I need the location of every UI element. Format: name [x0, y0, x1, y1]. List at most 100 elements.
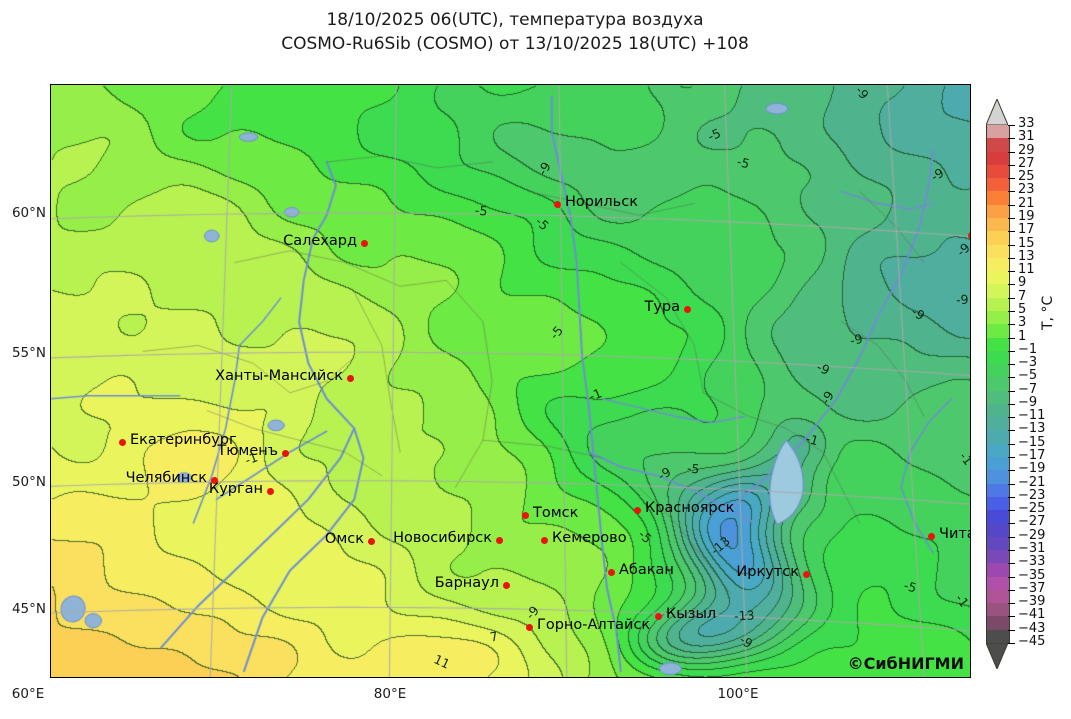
colorbar-segment [987, 164, 1009, 179]
colorbar-segment [987, 257, 1009, 272]
lat-tick-label: 60°N [11, 205, 46, 221]
colorbar-tick [1008, 417, 1015, 419]
colorbar-segment [987, 496, 1009, 511]
colorbar-tick [1008, 536, 1015, 538]
colorbar-tick [1008, 364, 1015, 366]
colorbar-segment [987, 576, 1009, 590]
colorbar-segment [987, 204, 1009, 218]
city-dot-icon [540, 536, 548, 544]
colorbar-tick [1008, 217, 1015, 219]
colorbar-segment [987, 217, 1009, 232]
colorbar-tick-label: 19 [1018, 208, 1035, 224]
colorbar-segment [987, 125, 1009, 139]
colorbar-tick [1008, 576, 1015, 578]
colorbar-tick [1008, 563, 1015, 565]
city-dot-icon [118, 438, 126, 446]
colorbar-tick [1008, 231, 1015, 233]
city-dot-icon [802, 570, 810, 578]
colorbar[interactable] [986, 125, 1010, 643]
colorbar-tick-label: −37 [1018, 580, 1046, 596]
city-dot-icon [210, 476, 218, 484]
contour-value-label: -5 [474, 202, 489, 219]
lat-tick-label: 45°N [11, 601, 46, 617]
city-dot-icon [521, 511, 529, 519]
colorbar-tick-label: −35 [1018, 567, 1046, 583]
colorbar-tick-label: −29 [1018, 527, 1046, 543]
title-block: 18/10/2025 06(UTC), температура воздуха … [0, 8, 1030, 56]
lon-tick-label: 100°E [717, 686, 759, 702]
colorbar-tick-label: −7 [1018, 381, 1038, 397]
city-dot-icon [654, 612, 662, 620]
city-dot-icon [967, 231, 970, 239]
colorbar-segment [987, 138, 1009, 152]
city-dot-icon [553, 200, 561, 208]
city-label: Тюменъ [217, 443, 278, 459]
colorbar-tick-label: −27 [1018, 514, 1046, 530]
city-dot-icon [367, 537, 375, 545]
city-label: Кемерово [552, 530, 627, 546]
colorbar-segment [987, 603, 1009, 617]
colorbar-segment [987, 231, 1009, 245]
colorbar-segment [987, 310, 1009, 325]
contour-value-label: -13 [733, 607, 755, 624]
temperature-map[interactable]: НорильскЯкутскСалехардТураХанты-Мансийск… [50, 84, 971, 678]
city-label: Норильск [565, 194, 638, 210]
colorbar-segment [987, 536, 1009, 550]
city-label: Челябинск [125, 470, 207, 486]
colorbar-tick-label: 15 [1018, 235, 1035, 251]
colorbar-segment [987, 457, 1009, 471]
colorbar-tick [1008, 390, 1015, 392]
colorbar-tick [1008, 496, 1015, 498]
city-label: Абакан [619, 562, 674, 578]
colorbar-tick [1008, 257, 1015, 259]
city-dot-icon [495, 536, 503, 544]
colorbar-segment [987, 589, 1009, 604]
colorbar-tick-label: −39 [1018, 594, 1046, 610]
city-dot-icon [633, 506, 641, 514]
colorbar-tick-label: 17 [1018, 222, 1035, 238]
colorbar-segment [987, 151, 1009, 165]
colorbar-tick-label: −41 [1018, 607, 1046, 623]
city-label: Иркутск [736, 564, 799, 580]
colorbar-tick-label: −1 [1018, 341, 1038, 357]
colorbar-tick [1008, 550, 1015, 552]
colorbar-tick [1008, 350, 1015, 352]
colorbar-segment [987, 550, 1009, 564]
colorbar-tick-label: 27 [1018, 155, 1035, 171]
colorbar-tick [1008, 443, 1015, 445]
colorbar-tick [1008, 271, 1015, 273]
colorbar-tick [1008, 589, 1015, 591]
colorbar-tick-label: 7 [1018, 288, 1027, 304]
contour-value-label: -5 [686, 460, 701, 477]
map-canvas [51, 85, 970, 677]
colorbar-tick-label: −3 [1018, 355, 1038, 371]
colorbar-tick [1008, 297, 1015, 299]
city-dot-icon [683, 305, 691, 313]
colorbar-tick [1008, 138, 1015, 140]
colorbar-tick-label: −13 [1018, 421, 1046, 437]
colorbar-segment [987, 390, 1009, 404]
colorbar-under-arrow [985, 642, 1009, 671]
city-label: Горно-Алтайск [537, 617, 651, 633]
colorbar-tick-label: 25 [1018, 169, 1035, 185]
colorbar-title: T, °C [1040, 295, 1056, 330]
colorbar-segment [987, 629, 1009, 643]
colorbar-segment [987, 377, 1009, 391]
contour-value-label: -1 [804, 677, 822, 678]
colorbar-tick-label: −15 [1018, 434, 1046, 450]
city-label: Чита [939, 526, 970, 542]
colorbar-segment [987, 563, 1009, 577]
city-label: Тура [644, 299, 680, 315]
colorbar-tick [1008, 284, 1015, 286]
colorbar-tick-label: 29 [1018, 142, 1035, 158]
colorbar-tick-label: 21 [1018, 195, 1035, 211]
colorbar-segment [987, 430, 1009, 444]
colorbar-tick-label: 31 [1018, 129, 1035, 145]
lat-tick-label: 55°N [11, 345, 46, 361]
colorbar-segment [987, 284, 1009, 298]
colorbar-segment [987, 324, 1009, 338]
colorbar-segment [987, 403, 1009, 418]
colorbar-segment [987, 364, 1009, 378]
page-subtitle: COSMO-Ru6Sib (COSMO) от 13/10/2025 18(UT… [281, 34, 749, 54]
colorbar-tick-label: 11 [1018, 262, 1035, 278]
